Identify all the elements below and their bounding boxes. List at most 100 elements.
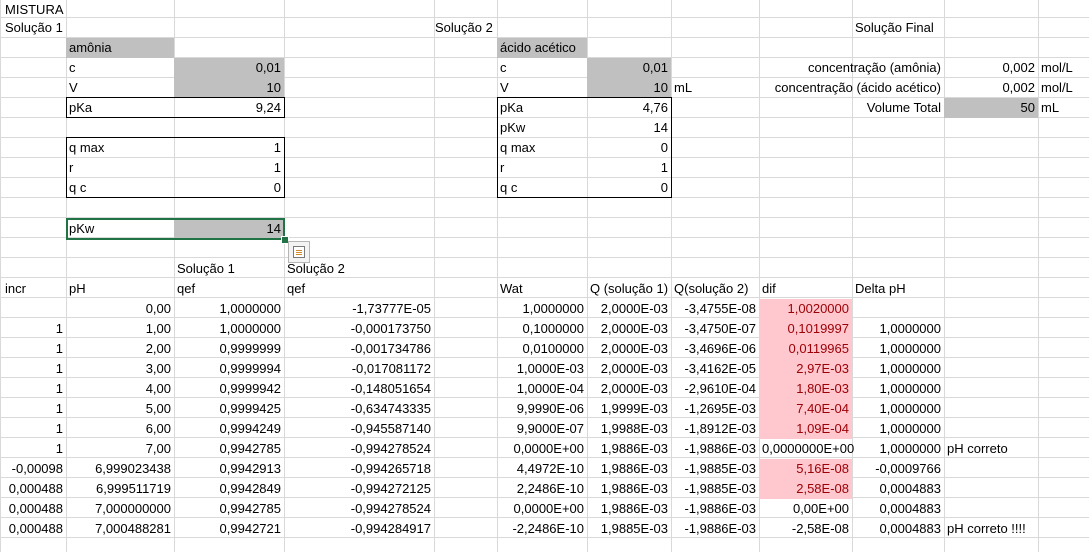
cell-q1[interactable]: 1,9886E-03 <box>600 501 668 516</box>
cell-incr[interactable]: 1 <box>55 401 63 416</box>
s1-qc-value[interactable]: 0 <box>273 180 281 195</box>
cell-qef1[interactable]: 0,9942785 <box>219 441 281 456</box>
s2-c-value[interactable]: 0,01 <box>587 58 671 78</box>
final-vol-label[interactable]: Volume Total <box>866 100 941 115</box>
final-label[interactable]: Solução Final <box>855 20 934 35</box>
cell-q1[interactable]: 1,9988E-03 <box>600 421 668 436</box>
s2-qc-value[interactable]: 0 <box>660 180 668 195</box>
cell-qef1[interactable]: 0,9999999 <box>219 341 281 356</box>
cell-ph[interactable]: 0,00 <box>145 301 171 316</box>
cell-ph[interactable]: 6,999023438 <box>95 461 171 476</box>
col-header-dif[interactable]: dif <box>762 281 776 296</box>
cell-qef2[interactable]: -0,001734786 <box>350 341 431 356</box>
col-header-qef2[interactable]: qef <box>287 281 306 296</box>
s1-qmax-value[interactable]: 1 <box>273 140 281 155</box>
cell-wat[interactable]: 4,4972E-10 <box>516 461 584 476</box>
cell-dif[interactable]: 1,09E-04 <box>759 419 852 439</box>
cell-incr[interactable]: -0,00098 <box>11 461 63 476</box>
cell-note[interactable] <box>944 399 1088 419</box>
cell-ph[interactable]: 2,00 <box>145 341 171 356</box>
cell-q2[interactable]: -1,9885E-03 <box>684 481 756 496</box>
cell-q2[interactable]: -3,4162E-05 <box>684 361 756 376</box>
col-header-ph[interactable]: pH <box>69 281 86 296</box>
cell-q1[interactable]: 1,9885E-03 <box>600 521 668 536</box>
cell-q1[interactable]: 2,0000E-03 <box>600 321 668 336</box>
cell-qef2[interactable]: -0,994278524 <box>350 441 431 456</box>
cell-note[interactable] <box>944 479 1088 499</box>
cell-q2[interactable]: -1,9886E-03 <box>684 521 756 536</box>
cell-qef1[interactable]: 0,9994249 <box>219 421 281 436</box>
cell-incr[interactable]: 1 <box>55 421 63 436</box>
cell-qef2[interactable]: -0,994272125 <box>350 481 431 496</box>
cell-delta-ph[interactable]: 1,0000000 <box>879 361 941 376</box>
solucao2-substance[interactable]: ácido acético <box>497 38 587 58</box>
cell-note[interactable]: pH correto !!!! <box>947 521 1026 536</box>
cell-q2[interactable]: -3,4750E-07 <box>684 321 756 336</box>
s1-qmax-label[interactable]: q max <box>69 140 105 155</box>
solucao2-label[interactable]: Solução 2 <box>435 20 493 35</box>
cell-qef2[interactable]: -0,148051654 <box>350 381 431 396</box>
solucao1-label[interactable]: Solução 1 <box>5 20 63 35</box>
cell-qef2[interactable]: -0,634743335 <box>350 401 431 416</box>
cell-delta-ph[interactable]: 0,0004883 <box>879 521 941 536</box>
cell-ph[interactable]: 4,00 <box>145 381 171 396</box>
cell-note[interactable] <box>944 319 1088 339</box>
cell-delta-ph[interactable]: 1,0000000 <box>879 421 941 436</box>
s1-v-value[interactable]: 10 <box>174 78 284 98</box>
cell-dif[interactable]: 1,80E-03 <box>759 379 852 399</box>
cell-qef1[interactable]: 0,9942849 <box>219 481 281 496</box>
cell-delta-ph[interactable] <box>852 299 944 319</box>
cell-dif[interactable]: 0,1019997 <box>759 319 852 339</box>
s2-r-value[interactable]: 1 <box>660 160 668 175</box>
cell-qef2[interactable]: -1,73777E-05 <box>352 301 431 316</box>
cell-dif[interactable]: 1,0020000 <box>759 299 852 319</box>
cell-note[interactable]: pH correto <box>947 441 1008 456</box>
cell-delta-ph[interactable]: 1,0000000 <box>879 401 941 416</box>
final-conc1-label[interactable]: concentração (amônia) <box>808 60 941 75</box>
cell-incr[interactable]: 0,000488 <box>8 481 63 496</box>
cell-incr[interactable]: 1 <box>55 381 63 396</box>
cell-q2[interactable]: -1,9886E-03 <box>684 501 756 516</box>
final-vol-value[interactable]: 50 <box>944 98 1038 118</box>
s1-pka-value[interactable]: 9,24 <box>255 100 281 115</box>
cell-qef1[interactable]: 0,9999994 <box>219 361 281 376</box>
s2-pka-label[interactable]: pKa <box>500 100 524 115</box>
group-header-solucao2[interactable]: Solução 2 <box>287 261 345 276</box>
cell-q2[interactable]: -1,9886E-03 <box>684 441 756 456</box>
cell-delta-ph[interactable]: 0,0004883 <box>879 481 941 496</box>
col-header-incr[interactable]: incr <box>5 281 26 296</box>
cell-incr[interactable]: 1 <box>55 361 63 376</box>
cell-q1[interactable]: 2,0000E-03 <box>600 301 668 316</box>
cell-qef2[interactable]: -0,994284917 <box>350 521 431 536</box>
cell-delta-ph[interactable]: -0,0009766 <box>875 461 941 476</box>
col-header-qef1[interactable]: qef <box>177 281 196 296</box>
cell-q1[interactable]: 1,9886E-03 <box>600 441 668 456</box>
sheet-title[interactable]: MISTURA <box>5 2 64 17</box>
cell-qef1[interactable]: 0,9942913 <box>219 461 281 476</box>
cell-q1[interactable]: 2,0000E-03 <box>600 361 668 376</box>
col-header-wat[interactable]: Wat <box>500 281 523 296</box>
cell-q1[interactable]: 1,9886E-03 <box>600 481 668 496</box>
cell-q2[interactable]: -1,2695E-03 <box>684 401 756 416</box>
cell-ph[interactable]: 6,999511719 <box>96 481 171 496</box>
cell-q2[interactable]: -2,9610E-04 <box>684 381 756 396</box>
cell-wat[interactable]: 9,9000E-07 <box>516 421 584 436</box>
final-conc2-label[interactable]: concentração (ácido acético) <box>774 80 941 95</box>
cell-dif[interactable]: 2,58E-08 <box>759 479 852 499</box>
s1-r-value[interactable]: 1 <box>273 160 281 175</box>
cell-dif[interactable]: 0,00E+00 <box>792 501 849 516</box>
cell-qef2[interactable]: -0,994278524 <box>350 501 431 516</box>
cell-q1[interactable]: 2,0000E-03 <box>600 341 668 356</box>
cell-qef2[interactable]: -0,945587140 <box>350 421 431 436</box>
s2-pka-value[interactable]: 4,76 <box>642 100 668 115</box>
cell-note[interactable] <box>944 459 1088 479</box>
cell-qef2[interactable]: -0,017081172 <box>351 361 431 376</box>
cell-wat[interactable]: 1,0000E-04 <box>516 381 584 396</box>
cell-incr[interactable]: 1 <box>55 321 63 336</box>
cell-incr[interactable]: 0,000488 <box>8 501 63 516</box>
cell-ph[interactable]: 7,000000000 <box>95 501 171 516</box>
cell-ph[interactable]: 7,00 <box>145 441 171 456</box>
cell-ph[interactable]: 7,000488281 <box>95 521 171 536</box>
final-vol-unit[interactable]: mL <box>1041 100 1060 115</box>
cell-ph[interactable]: 6,00 <box>145 421 171 436</box>
